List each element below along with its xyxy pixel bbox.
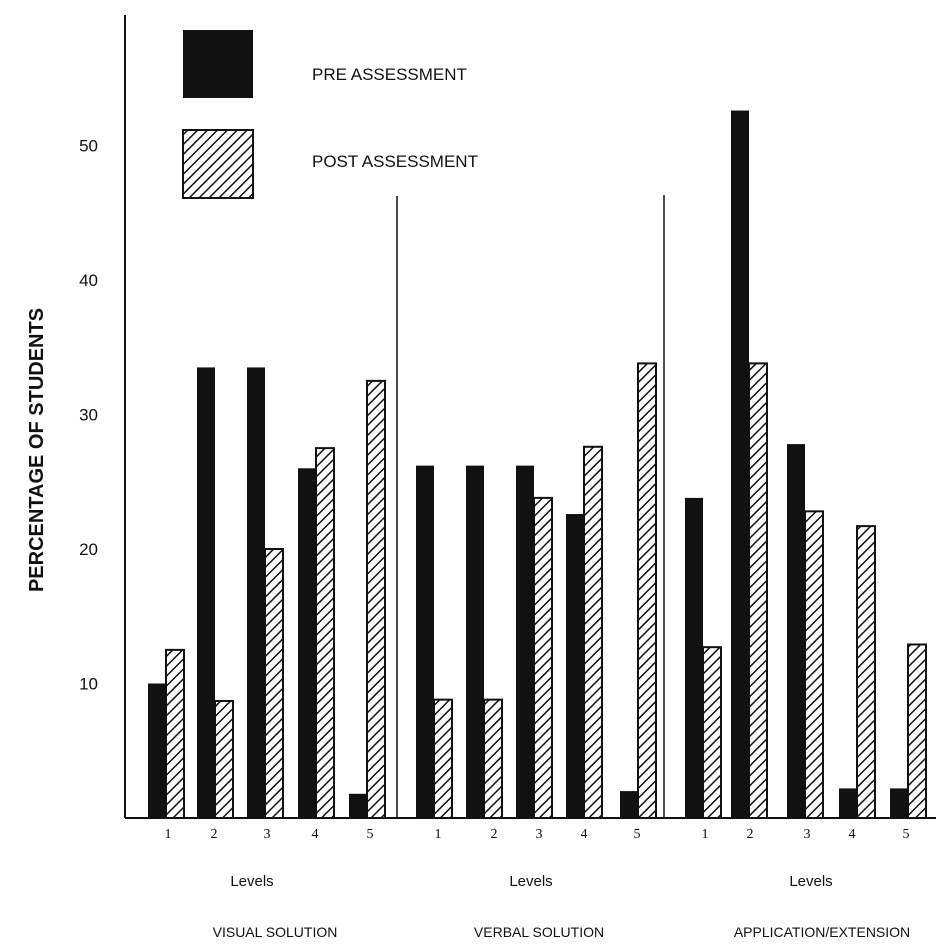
y-tick-label: 50 [79, 137, 98, 156]
bar-pre [787, 444, 805, 818]
x-tick-label: 3 [804, 827, 811, 842]
bar-pre [349, 793, 367, 818]
bar-pre [247, 367, 265, 818]
bar-pre [298, 468, 316, 818]
bar-pre [566, 514, 584, 818]
x-labels: 1 2 3 4 5 Levels VISUAL SOLUTION 1 2 3 4 5 Levels VER… [165, 827, 911, 940]
x-tick-label: 5 [634, 827, 641, 842]
y-tick-label: 30 [79, 406, 98, 425]
bars [148, 110, 927, 820]
bar-pre [516, 465, 534, 818]
bar-pre [148, 683, 166, 818]
x-tick-label: 5 [367, 827, 374, 842]
bar-post [433, 698, 453, 820]
bar-post [804, 510, 824, 819]
legend-label-post: POST ASSESSMENT [312, 152, 478, 171]
bar-post [637, 362, 657, 819]
x-axis-label: Levels [230, 873, 273, 890]
bar-post [748, 362, 768, 819]
bar-post [483, 698, 503, 820]
bar-pre [620, 791, 638, 818]
legend-swatch-pre [183, 30, 253, 98]
x-tick-label: 3 [536, 827, 543, 842]
bar-post [214, 699, 234, 819]
x-tick-label: 1 [435, 827, 442, 842]
legend-label-pre: PRE ASSESSMENT [312, 65, 467, 84]
x-tick-label: 5 [903, 827, 910, 842]
group-label: VERBAL SOLUTION [474, 924, 604, 940]
x-tick-label: 1 [702, 827, 709, 842]
bar-pre [197, 367, 215, 818]
bar-post [702, 646, 722, 819]
x-tick-label: 2 [747, 827, 754, 842]
x-tick-label: 1 [165, 827, 172, 842]
x-axis-label: Levels [509, 873, 552, 890]
bar-pre [416, 465, 434, 818]
bar-post [264, 548, 284, 819]
bar-post [583, 445, 603, 819]
y-axis-label: PERCENTAGE OF STUDENTS [26, 308, 48, 592]
group-label: VISUAL SOLUTION [213, 924, 338, 940]
x-tick-label: 4 [581, 827, 588, 842]
y-tick-label: 10 [79, 675, 98, 694]
x-tick-label: 4 [312, 827, 319, 842]
y-tick-label: 20 [79, 540, 98, 559]
bar-pre [890, 788, 908, 818]
bar-post [856, 525, 876, 819]
x-tick-label: 3 [264, 827, 271, 842]
bar-post [533, 496, 553, 819]
bar-pre [731, 110, 749, 818]
bar-pre [685, 497, 703, 818]
bar-post [165, 648, 185, 819]
legend: PRE ASSESSMENT POST ASSESSMENT [182, 30, 478, 199]
x-tick-label: 2 [211, 827, 218, 842]
x-axis-label: Levels [789, 873, 832, 890]
x-tick-label: 4 [849, 827, 856, 842]
group-label: APPLICATION/EXTENSION [734, 924, 910, 940]
bar-pre [839, 788, 857, 818]
legend-swatch-post [182, 129, 254, 199]
bar-pre [466, 465, 484, 818]
bar-post [366, 379, 386, 819]
y-tick-labels: 10 20 30 40 50 [79, 137, 98, 694]
bar-post [315, 447, 335, 819]
bar-post [907, 643, 927, 819]
x-tick-label: 2 [491, 827, 498, 842]
y-tick-label: 40 [79, 271, 98, 290]
